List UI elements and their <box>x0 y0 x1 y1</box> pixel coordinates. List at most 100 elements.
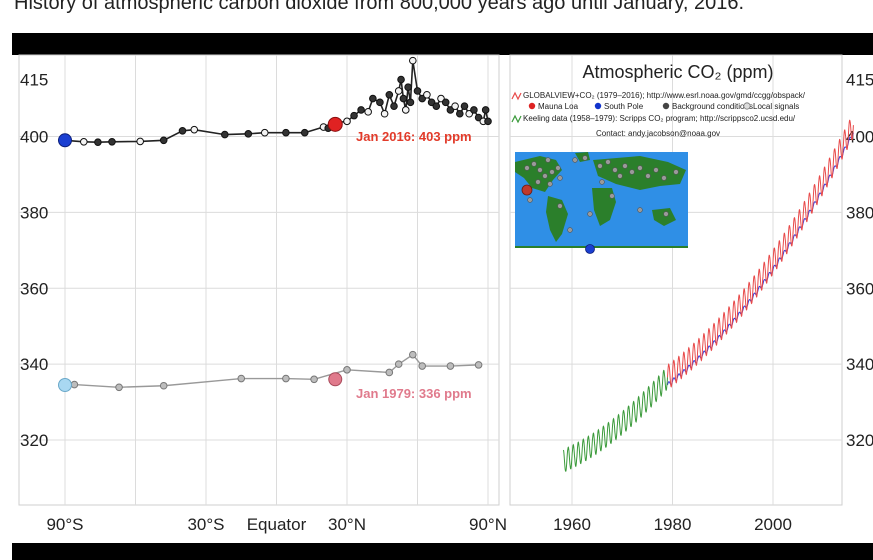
globalview-curve <box>667 119 854 388</box>
left-y-tick-label: 380 <box>20 203 48 222</box>
data-point-2016 <box>460 102 469 110</box>
south-pole-2016-marker <box>58 133 72 148</box>
legend-marker-label-2: Background conditions <box>672 102 753 111</box>
south-pole-1979-marker <box>58 377 72 392</box>
data-point-2016 <box>413 87 422 95</box>
data-point-1979 <box>409 350 417 359</box>
legend-marker-label-1: South Pole <box>604 102 644 111</box>
map-station-dot <box>557 175 563 181</box>
map-station-dot <box>524 165 530 171</box>
left-y-tick-label: 400 <box>20 128 48 147</box>
data-point-2016 <box>221 130 229 139</box>
data-point-1979 <box>310 375 318 384</box>
data-point-1979 <box>115 383 123 392</box>
right-x-tick-label: 2000 <box>754 515 792 534</box>
keeling-curve <box>563 369 668 472</box>
map-station-dot <box>673 169 679 175</box>
right-plot-box <box>509 54 843 506</box>
left-y-tick-label: 360 <box>20 279 48 298</box>
data-point-2016 <box>244 130 253 138</box>
right-y-tick-label: 415 <box>846 71 873 90</box>
right-y-tick-label: 340 <box>846 355 873 374</box>
map-station-dot <box>587 211 593 217</box>
data-point-1979 <box>418 362 427 370</box>
data-point-1979 <box>385 368 394 377</box>
data-point-2016 <box>300 128 309 137</box>
series-line-1979 <box>64 353 479 388</box>
data-point-2016 <box>159 136 168 145</box>
map-station-dot <box>637 207 643 213</box>
data-point-2016 <box>380 109 389 118</box>
data-point-2016 <box>456 109 464 118</box>
data-point-2016 <box>401 106 410 114</box>
map-landmass-2 <box>593 156 686 190</box>
map-station-dot <box>547 181 553 187</box>
legend-marker-3 <box>743 102 751 110</box>
map-station-dot <box>645 173 651 179</box>
right-y-tick-label: 360 <box>846 279 873 298</box>
data-point-2016 <box>178 127 187 135</box>
data-point-2016 <box>94 138 102 146</box>
data-point-2016 <box>190 125 199 134</box>
figure-caption: History of atmospheric carbon dioxide fr… <box>14 0 745 14</box>
data-point-2016 <box>404 83 412 91</box>
map-station-dot <box>629 169 635 175</box>
map-south-pole-dot <box>585 244 595 254</box>
map-station-dot <box>637 165 643 171</box>
left-x-tick-label: 30°S <box>187 515 224 534</box>
data-point-1979 <box>282 374 290 383</box>
map-landmass-1 <box>546 196 568 242</box>
data-point-2016 <box>397 75 405 84</box>
data-point-2016 <box>364 108 372 116</box>
map-station-dot <box>661 175 667 181</box>
timeseries-title: Atmospheric CO₂ (ppm) <box>582 62 773 82</box>
data-point-1979 <box>159 381 168 390</box>
legend-keeling-label: Keeling data (1958–1979): Scripps CO₂ pr… <box>523 114 796 123</box>
map-station-dot <box>537 167 543 173</box>
legend-marker-1 <box>594 102 602 110</box>
annotation-1979: Jan 1979: 336 ppm <box>356 386 472 401</box>
data-point-2016 <box>399 94 408 103</box>
left-y-tick-label: 415 <box>20 71 48 90</box>
map-station-dot <box>567 227 573 233</box>
legend-keeling-swatch <box>511 114 522 124</box>
legend-globalview-swatch <box>511 91 522 101</box>
legend-marker-label-0: Mauna Loa <box>538 102 579 111</box>
map-station-dot <box>663 211 669 217</box>
data-point-2016 <box>432 102 441 110</box>
left-y-tick-label: 320 <box>20 431 48 450</box>
data-point-2016 <box>451 102 459 110</box>
data-point-2016 <box>385 90 394 99</box>
data-point-2016 <box>357 106 365 114</box>
data-point-2016 <box>343 117 351 126</box>
map-mauna-loa-dot <box>521 184 533 196</box>
left-x-tick-label: 90°N <box>469 515 507 534</box>
data-point-2016 <box>484 117 492 126</box>
mauna-loa-2016-marker <box>327 116 343 132</box>
data-point-2016 <box>409 56 417 65</box>
map-station-dot <box>542 173 548 179</box>
map-station-dot <box>555 165 561 171</box>
data-point-2016 <box>390 102 398 110</box>
map-station-dot <box>535 179 541 185</box>
map-station-dot <box>609 193 615 199</box>
data-point-2016 <box>406 98 415 107</box>
map-station-dot <box>527 197 533 203</box>
legend-marker-2 <box>662 102 670 110</box>
data-point-1979 <box>446 362 455 370</box>
data-point-2016 <box>376 98 384 107</box>
legend-marker-label-3: Local signals <box>753 102 799 111</box>
map-station-dot <box>599 179 605 185</box>
data-point-1979 <box>394 360 403 368</box>
data-point-2016 <box>80 138 88 146</box>
data-point-2016 <box>481 106 490 114</box>
legend-marker-0 <box>528 102 536 110</box>
data-point-2016 <box>369 94 377 103</box>
left-x-tick-label: Equator <box>247 515 307 534</box>
data-point-1979 <box>70 380 79 389</box>
data-point-2016 <box>260 128 269 137</box>
map-station-dot <box>572 157 578 163</box>
data-point-2016 <box>470 106 478 114</box>
data-point-1979 <box>343 366 351 374</box>
